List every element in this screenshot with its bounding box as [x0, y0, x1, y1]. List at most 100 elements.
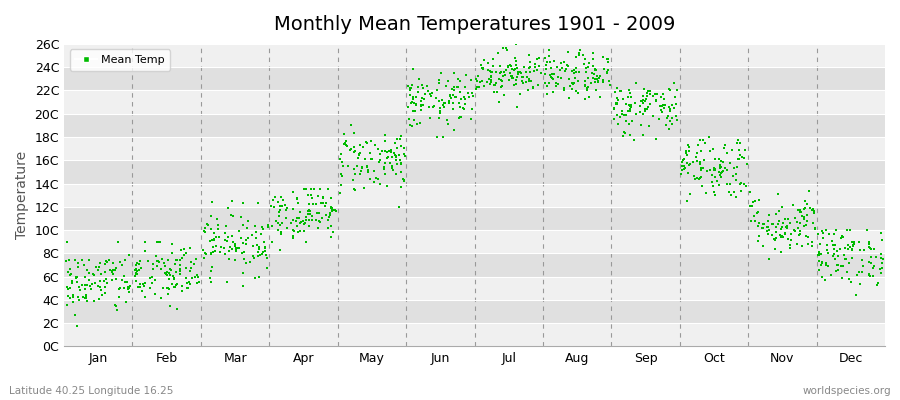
- Point: [692, 158, 706, 165]
- Point: [712, 182, 726, 188]
- Point: [592, 73, 607, 80]
- Point: [423, 90, 437, 97]
- Point: [397, 145, 411, 152]
- Point: [296, 186, 310, 192]
- Point: [732, 156, 746, 162]
- Point: [203, 279, 218, 286]
- Point: [862, 239, 877, 245]
- Text: Latitude 40.25 Longitude 16.25: Latitude 40.25 Longitude 16.25: [9, 386, 174, 396]
- Point: [581, 94, 596, 100]
- Point: [607, 116, 621, 122]
- Point: [864, 260, 878, 266]
- Point: [236, 240, 250, 246]
- Point: [138, 280, 152, 286]
- Point: [202, 238, 217, 244]
- Point: [271, 199, 285, 206]
- Point: [615, 111, 629, 117]
- Point: [359, 164, 374, 170]
- Point: [835, 232, 850, 239]
- Point: [675, 166, 689, 173]
- Point: [681, 144, 696, 150]
- Point: [808, 226, 823, 232]
- Point: [290, 223, 304, 230]
- Point: [174, 247, 188, 254]
- Point: [715, 168, 729, 175]
- Point: [453, 104, 467, 110]
- Point: [355, 168, 369, 174]
- Point: [238, 240, 253, 247]
- Point: [143, 284, 157, 291]
- Point: [680, 198, 695, 204]
- Point: [839, 256, 853, 263]
- Point: [84, 286, 98, 292]
- Point: [797, 223, 812, 230]
- Point: [609, 100, 624, 106]
- Point: [307, 186, 321, 192]
- Point: [341, 163, 356, 170]
- Point: [246, 242, 260, 249]
- Point: [832, 252, 846, 259]
- Point: [814, 274, 829, 280]
- Point: [353, 142, 367, 148]
- Point: [821, 250, 835, 256]
- Point: [205, 199, 220, 205]
- Point: [595, 76, 609, 83]
- Point: [845, 255, 859, 262]
- Point: [373, 150, 387, 157]
- Point: [590, 73, 604, 80]
- Point: [219, 223, 233, 230]
- Point: [393, 133, 408, 139]
- Point: [212, 222, 226, 228]
- Point: [70, 264, 85, 271]
- Point: [243, 258, 257, 265]
- Point: [247, 255, 261, 261]
- Point: [219, 223, 233, 230]
- Point: [351, 155, 365, 161]
- Point: [633, 103, 647, 109]
- Point: [451, 75, 465, 82]
- Point: [305, 213, 320, 219]
- Point: [430, 134, 445, 140]
- Point: [852, 246, 867, 253]
- Point: [793, 227, 807, 234]
- Point: [93, 278, 107, 284]
- Point: [829, 267, 843, 274]
- Point: [322, 212, 337, 218]
- Point: [778, 224, 793, 230]
- Point: [713, 162, 727, 168]
- Point: [267, 204, 282, 210]
- Point: [584, 80, 598, 86]
- Point: [357, 185, 372, 191]
- Point: [600, 55, 615, 62]
- Point: [250, 253, 265, 260]
- Point: [578, 56, 592, 62]
- Point: [433, 108, 447, 115]
- Point: [89, 264, 104, 270]
- Point: [221, 247, 236, 254]
- Point: [348, 171, 363, 177]
- Point: [175, 255, 189, 262]
- Point: [324, 204, 338, 211]
- Point: [304, 217, 319, 224]
- Point: [471, 73, 485, 79]
- Point: [337, 131, 351, 137]
- Point: [302, 211, 317, 217]
- Point: [188, 256, 202, 262]
- Point: [778, 231, 792, 237]
- Point: [109, 276, 123, 282]
- Point: [596, 54, 610, 60]
- Point: [680, 147, 694, 154]
- Point: [437, 104, 452, 110]
- Point: [159, 271, 174, 277]
- Point: [363, 150, 377, 156]
- Point: [315, 215, 329, 221]
- Point: [793, 231, 807, 238]
- Point: [164, 266, 178, 273]
- Point: [775, 224, 789, 230]
- Point: [285, 206, 300, 212]
- Point: [714, 174, 728, 180]
- Point: [293, 220, 308, 226]
- Bar: [64, 160, 885, 184]
- Point: [811, 231, 825, 238]
- Point: [173, 262, 187, 268]
